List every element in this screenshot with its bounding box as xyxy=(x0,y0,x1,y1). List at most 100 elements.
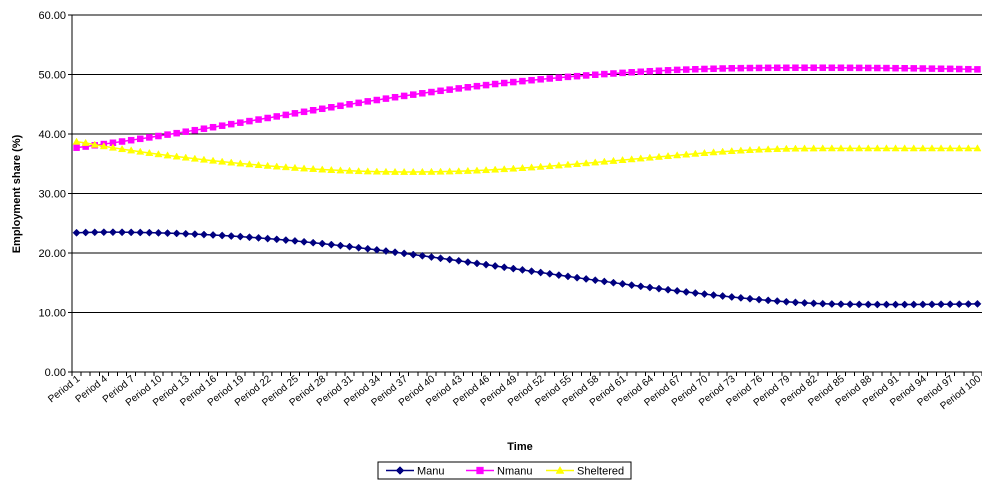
data-point-nmanu xyxy=(546,75,553,82)
data-point-manu xyxy=(418,251,427,260)
data-point-nmanu xyxy=(382,95,390,102)
data-point-nmanu xyxy=(956,65,963,73)
data-point-sheltered xyxy=(636,154,645,162)
data-point-nmanu xyxy=(865,64,872,72)
data-point-sheltered xyxy=(955,144,964,152)
data-point-manu xyxy=(645,283,654,292)
data-point-nmanu xyxy=(346,101,353,108)
data-point-sheltered xyxy=(664,151,673,160)
data-point-manu xyxy=(209,231,218,239)
data-point-manu xyxy=(181,229,190,238)
data-point-nmanu xyxy=(410,91,417,98)
data-point-sheltered xyxy=(482,166,491,174)
data-point-manu xyxy=(218,231,227,240)
data-point-sheltered xyxy=(964,144,973,152)
data-point-nmanu xyxy=(228,120,235,128)
data-point-nmanu xyxy=(564,73,572,81)
data-point-manu xyxy=(400,249,409,258)
data-point-manu xyxy=(227,232,236,240)
data-point-nmanu xyxy=(118,138,126,145)
data-point-nmanu xyxy=(946,65,954,73)
data-point-nmanu xyxy=(482,81,490,89)
data-point-sheltered xyxy=(263,161,272,169)
data-point-manu xyxy=(955,300,964,309)
data-point-manu xyxy=(236,232,245,241)
series-layer xyxy=(72,64,982,309)
data-point-sheltered xyxy=(500,165,509,173)
data-point-manu xyxy=(927,300,936,309)
data-point-sheltered xyxy=(209,156,218,164)
data-point-sheltered xyxy=(318,165,327,173)
data-point-nmanu xyxy=(419,90,426,97)
data-point-manu xyxy=(363,244,372,253)
data-point-manu xyxy=(309,238,318,247)
data-point-sheltered xyxy=(163,151,172,159)
data-point-sheltered xyxy=(136,147,145,155)
series-manu xyxy=(72,228,982,309)
data-point-nmanu xyxy=(464,84,472,91)
data-point-manu xyxy=(736,293,745,302)
data-point-manu xyxy=(245,233,254,242)
data-point-manu xyxy=(272,235,281,244)
data-point-manu xyxy=(136,228,145,237)
data-point-nmanu xyxy=(155,132,162,140)
data-point-sheltered xyxy=(782,144,791,152)
data-point-manu xyxy=(463,258,472,267)
data-point-manu xyxy=(755,295,764,304)
data-point-sheltered xyxy=(600,157,609,165)
data-point-manu xyxy=(154,228,163,237)
data-point-manu xyxy=(727,293,736,301)
data-point-nmanu xyxy=(764,64,772,72)
data-point-manu xyxy=(427,253,436,261)
data-point-nmanu xyxy=(628,69,635,76)
data-point-sheltered xyxy=(509,164,518,172)
data-point-nmanu xyxy=(837,64,845,72)
data-point-manu xyxy=(345,242,354,251)
data-point-nmanu xyxy=(874,64,881,72)
y-tick-label: 0.00 xyxy=(45,367,66,379)
data-point-nmanu xyxy=(137,135,144,143)
data-point-nmanu xyxy=(883,64,890,72)
data-point-nmanu xyxy=(910,65,917,72)
data-point-sheltered xyxy=(764,145,773,153)
data-point-sheltered xyxy=(218,157,227,165)
data-point-sheltered xyxy=(363,167,372,175)
data-point-manu xyxy=(973,299,982,308)
data-point-sheltered xyxy=(236,159,245,167)
data-point-manu xyxy=(163,229,172,238)
data-point-manu xyxy=(700,290,709,299)
data-point-nmanu xyxy=(619,69,626,77)
data-point-sheltered xyxy=(372,167,381,175)
data-point-manu xyxy=(72,228,81,237)
data-point-sheltered xyxy=(381,167,390,175)
data-point-nmanu xyxy=(537,76,544,83)
data-point-sheltered xyxy=(645,153,654,161)
legend-item-manu: Manu xyxy=(386,466,445,478)
data-point-sheltered xyxy=(745,145,754,154)
data-point-nmanu xyxy=(400,92,408,100)
data-point-manu xyxy=(354,243,363,252)
data-point-manu xyxy=(254,233,263,242)
data-point-manu xyxy=(327,240,336,249)
data-point-manu xyxy=(436,254,445,263)
data-point-sheltered xyxy=(245,160,254,168)
data-point-nmanu xyxy=(73,144,80,151)
data-point-sheltered xyxy=(290,163,299,171)
data-point-manu xyxy=(509,264,518,273)
data-point-sheltered xyxy=(391,167,400,175)
data-point-nmanu xyxy=(792,64,799,71)
data-point-sheltered xyxy=(108,143,117,151)
data-point-sheltered xyxy=(900,144,909,152)
data-point-manu xyxy=(281,236,290,245)
data-point-manu xyxy=(545,269,554,278)
data-point-sheltered xyxy=(536,162,545,170)
data-point-manu xyxy=(600,277,609,286)
data-point-nmanu xyxy=(501,79,508,87)
data-point-manu xyxy=(682,288,691,296)
data-point-nmanu xyxy=(646,67,654,75)
data-point-sheltered xyxy=(882,144,891,152)
data-point-sheltered xyxy=(836,144,845,152)
data-point-manu xyxy=(609,278,618,287)
data-point-nmanu xyxy=(928,65,936,72)
